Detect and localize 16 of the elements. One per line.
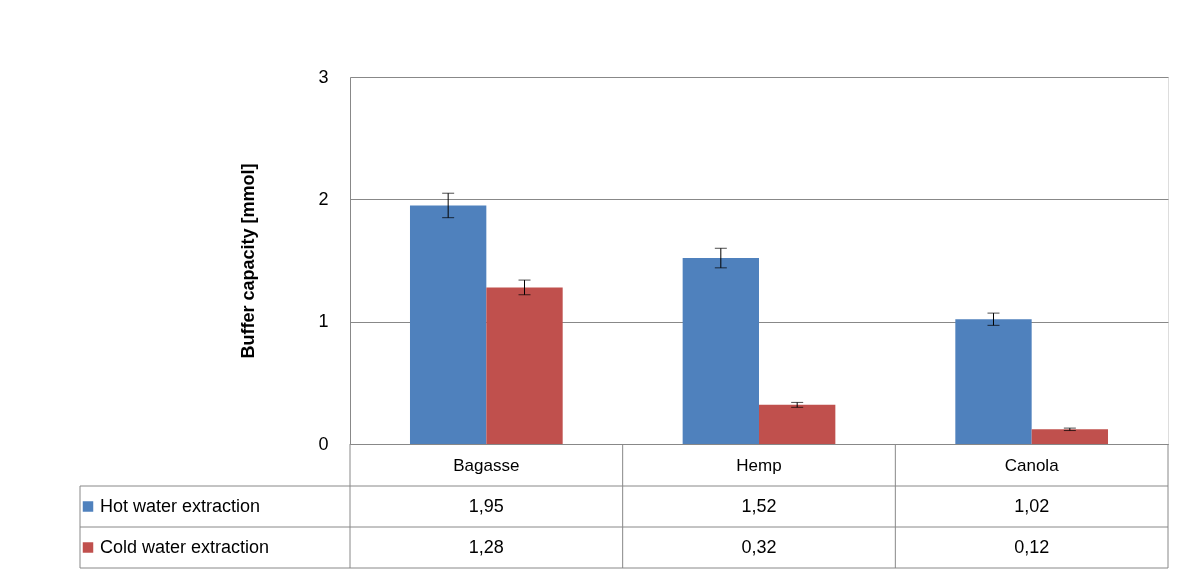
x-tick-label: Bagasse [453,455,520,475]
y-axis-title: Buffer capacity [mmol] [238,163,259,359]
x-tick-label: Hemp [736,455,782,475]
legend-label: Hot water extraction [100,495,261,516]
data-label: 0,12 [1014,536,1050,557]
data-label: 1,95 [468,495,504,516]
data-label: 1,52 [741,495,777,516]
y-tick-label: 0 [318,433,329,454]
y-tick-label: 3 [318,66,329,87]
x-tick-label: Canola [1004,455,1060,475]
y-tick-label: 2 [318,188,329,209]
data-label: 1,28 [468,536,504,557]
data-label: 0,32 [741,536,777,557]
data-label: 1,02 [1014,495,1050,516]
legend-label: Cold water extraction [100,536,270,557]
y-tick-label: 1 [318,311,329,332]
